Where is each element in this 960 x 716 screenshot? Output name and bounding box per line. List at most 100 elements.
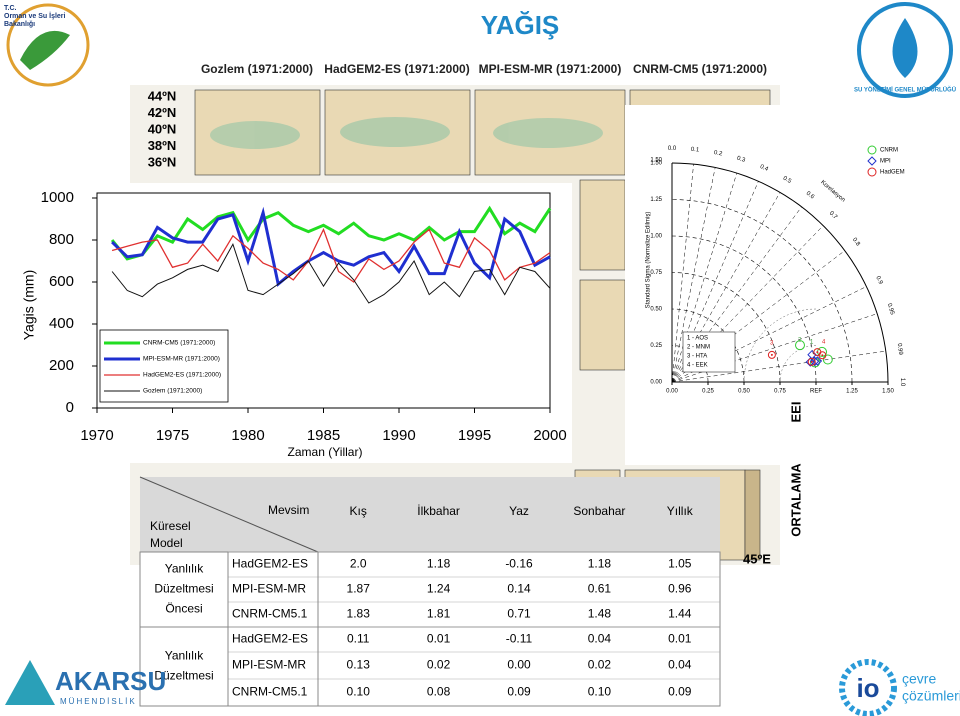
notes-box: [682, 331, 736, 373]
dsi-logo: SU YÖNETİMİ GENEL MÜDÜRLÜĞÜ: [854, 2, 956, 98]
legend-label: MPI-ESM-MR (1971:2000): [143, 356, 220, 363]
table-cell: 1.24: [427, 582, 451, 596]
ministry-text: Orman ve Su İşleri: [4, 12, 66, 20]
corr-tick-label: 1.0: [899, 378, 905, 387]
akarsu-text: AKARSU: [55, 666, 166, 696]
table-cell: 0.11: [347, 632, 370, 646]
map-title: MPI-ESM-MR (1971:2000): [479, 62, 622, 76]
taylor-point-core: [810, 360, 813, 363]
taylor-point: [818, 351, 827, 360]
model-name: CNRM-CM5.1: [232, 607, 308, 621]
corr-line: [671, 167, 716, 383]
ministry-text: T.C.: [4, 5, 17, 12]
lat-label: 38ºN: [148, 138, 177, 153]
table-cell: 0.01: [668, 632, 692, 646]
ministry-text: Bakanlığı: [4, 21, 35, 28]
group-label: Yanlılık: [165, 562, 204, 576]
corr-tick-label: 0.99: [896, 343, 904, 356]
point-label: 1: [810, 340, 814, 346]
taylor-point: [767, 350, 776, 359]
point-label: 3: [770, 341, 774, 347]
map-title: CNRM-CM5 (1971:2000): [633, 62, 767, 76]
corr-tick-label: 0.3: [736, 156, 746, 164]
taylor-box: [625, 105, 925, 465]
table-cell: 0.71: [507, 607, 531, 621]
corr-tick-label: 0.2: [713, 150, 723, 158]
column-header: İlkbahar: [417, 504, 460, 518]
point-label: 2: [798, 338, 802, 344]
y-axis-label: Yagis (mm): [21, 270, 37, 341]
line-chart-box: [0, 183, 572, 463]
corr-tick-label: 0.5: [782, 176, 793, 186]
group-label: Düzeltmesi: [154, 669, 213, 683]
table-body-bg: [139, 551, 721, 707]
corr-tick-label: 0.95: [886, 303, 896, 317]
x-tick-label: 0.50: [738, 389, 750, 395]
corr-tick-label: 0.8: [851, 237, 861, 248]
dsi-text: SU YÖNETİMİ GENEL MÜDÜRLÜĞÜ: [854, 86, 956, 94]
table-cell: 2.0: [350, 557, 367, 571]
x-tick-label: REF: [810, 389, 822, 395]
taylor-point-core: [770, 353, 773, 356]
lat-label: 42ºN: [148, 105, 177, 120]
table-cell: 1.05: [668, 557, 692, 571]
sigma-axis-label: Standard Sigma (Normalize Edilmiş): [646, 212, 652, 309]
corr-tick-label: 0.4: [759, 164, 770, 173]
model-name: HadGEM2-ES: [232, 632, 308, 646]
side-label: ORTALAMA: [788, 463, 803, 537]
x-tick-label: 0.00: [666, 389, 678, 395]
x-tick-label: 1985: [307, 427, 340, 444]
table-cell: 1.48: [588, 607, 612, 621]
y-tick-label: 0: [66, 399, 74, 416]
table-cell: 0.02: [588, 658, 612, 672]
corner-top: Mevsim: [268, 503, 309, 517]
legend-marker: [867, 156, 877, 166]
table-cell: 0.09: [668, 685, 692, 699]
corner-diagonal: [139, 476, 319, 553]
rms-arc: [743, 308, 817, 383]
x-tick-label: 1975: [156, 427, 189, 444]
point-label: 4: [822, 340, 826, 346]
model-name: MPI-ESM-MR: [232, 582, 306, 596]
corr-tick-label: 0.7: [828, 211, 839, 222]
sigma-tick-label: 0.25: [650, 343, 662, 349]
table-cell: 0.10: [347, 685, 371, 699]
legend-marker: [867, 145, 877, 155]
corner-bottom: Küresel: [150, 519, 191, 533]
lat-label: 36ºN: [148, 154, 177, 169]
table-cell: 1.18: [588, 557, 612, 571]
table-cell: 0.00: [507, 658, 531, 672]
akarsu-sub: MÜHENDİSLİK: [60, 697, 137, 706]
x-tick-label: 1.25: [846, 389, 858, 395]
sigma-tick-label: 0.00: [650, 380, 662, 386]
legend-label: HadGEM: [880, 170, 905, 176]
io-text: çözümleri: [902, 688, 960, 704]
corr-line: [671, 164, 694, 383]
table-cell: -0.16: [505, 557, 533, 571]
column-header: Yıllık: [667, 504, 694, 518]
corner-bottom: Model: [150, 536, 183, 550]
note: 2 - MNM: [687, 345, 710, 351]
table-cell: 0.14: [507, 582, 531, 596]
model-name: MPI-ESM-MR: [232, 658, 306, 672]
line-series: [111, 206, 551, 287]
taylor-point: [794, 340, 805, 351]
legend-label: MPI: [880, 159, 891, 165]
io-text: çevre: [902, 671, 936, 687]
legend-label: CNRM: [880, 148, 898, 154]
table-cell: 1.18: [427, 557, 451, 571]
table-cell: 0.02: [427, 658, 451, 672]
x-tick-label: 1995: [458, 427, 491, 444]
sigma-arc: [671, 308, 745, 383]
note: 3 - HTA: [687, 354, 707, 360]
sigma-tick-label: 0.50: [650, 307, 662, 313]
x-tick-label: 1.50: [882, 389, 894, 395]
table-cell: 1.44: [668, 607, 692, 621]
table-cell: 1.87: [347, 582, 371, 596]
sigma-tick-label: 0.75: [650, 270, 662, 276]
sigma-arc: [671, 272, 781, 383]
x-tick-label: 1990: [382, 427, 415, 444]
lon-label: 45ºE: [743, 551, 771, 566]
corr-tick-label: 0.9: [874, 275, 883, 286]
